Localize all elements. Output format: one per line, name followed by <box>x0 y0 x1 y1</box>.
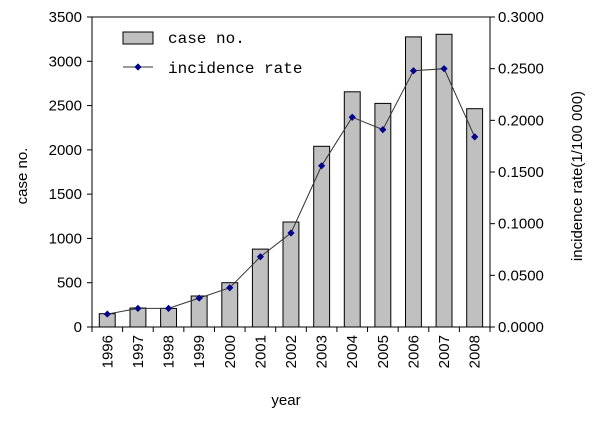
point-1997 <box>134 304 142 312</box>
legend-label-case-no: case no. <box>168 30 245 48</box>
legend: case no. incidence rate <box>122 30 302 78</box>
bar-2005 <box>374 102 392 328</box>
bar-2006 <box>405 36 422 328</box>
x-tick-label: 1999 <box>191 335 208 368</box>
x-tick-label: 2005 <box>375 335 392 368</box>
legend-bar-swatch <box>122 31 154 45</box>
axes: 0 500 1000 1500 2000 2500 3000 3500 0.0000 0.0500… <box>49 9 544 368</box>
bar-2002 <box>282 221 300 328</box>
x-tick-label: 2003 <box>314 335 331 368</box>
point-2005 <box>379 126 387 134</box>
bar-2008 <box>466 108 484 328</box>
point-2002 <box>287 229 295 237</box>
y-axis-left-title: case no. <box>14 148 31 205</box>
y-right-tick-label: 0.1000 <box>498 216 544 233</box>
y-right-tick-label: 0.2500 <box>498 61 544 78</box>
point-2001 <box>256 253 264 261</box>
y-left-tick-label: 1500 <box>49 186 82 203</box>
x-tick-label: 2008 <box>467 335 484 368</box>
y-left-tick-label: 1000 <box>49 230 82 247</box>
x-tick-label: 2007 <box>436 335 453 368</box>
line-series-incidence-rate <box>103 65 479 318</box>
point-2004 <box>348 113 356 121</box>
x-tick-label: 2004 <box>344 335 361 368</box>
bar-2004 <box>343 91 361 328</box>
x-tick-label: 2000 <box>222 335 239 368</box>
point-2007 <box>440 65 448 73</box>
bar-2003 <box>313 145 331 328</box>
x-tick-label: 1998 <box>161 335 178 368</box>
point-2003 <box>318 162 326 170</box>
y-left-tick-label: 2000 <box>49 142 82 159</box>
y-left-tick-label: 500 <box>57 275 82 292</box>
point-1996 <box>103 310 111 318</box>
bar-series-case-no <box>98 33 484 328</box>
legend-label-incidence-rate: incidence rate <box>168 60 302 78</box>
y-right-tick-label: 0.0500 <box>498 267 544 284</box>
bar-2007 <box>435 33 453 328</box>
y-left-tick-label: 3500 <box>49 9 82 26</box>
x-tick-label: 1997 <box>130 335 147 368</box>
y-left-tick-label: 0 <box>74 319 82 336</box>
y-right-tick-label: 0.2000 <box>498 112 544 129</box>
y-left-tick-label: 3000 <box>49 53 82 70</box>
point-2008 <box>471 133 479 141</box>
y-right-tick-label: 0.1500 <box>498 164 544 181</box>
legend-marker <box>134 63 142 71</box>
point-2006 <box>409 67 418 75</box>
point-1999 <box>195 294 203 302</box>
x-axis-title: year <box>271 392 300 409</box>
y-axis-right-title: incidence rate(1/100 000) <box>569 91 586 261</box>
bar-2000 <box>221 282 239 328</box>
point-2000 <box>226 284 234 292</box>
y-left-tick-label: 2500 <box>49 98 82 115</box>
x-tick-label: 2001 <box>252 335 269 368</box>
x-tick-label: 2006 <box>405 335 422 368</box>
y-right-tick-label: 0.3000 <box>498 9 544 26</box>
point-1998 <box>164 304 173 312</box>
x-tick-label: 1996 <box>99 335 116 368</box>
y-right-tick-label: 0.0000 <box>498 319 544 336</box>
bar-2001 <box>251 248 269 328</box>
x-tick-label: 2002 <box>283 335 300 368</box>
